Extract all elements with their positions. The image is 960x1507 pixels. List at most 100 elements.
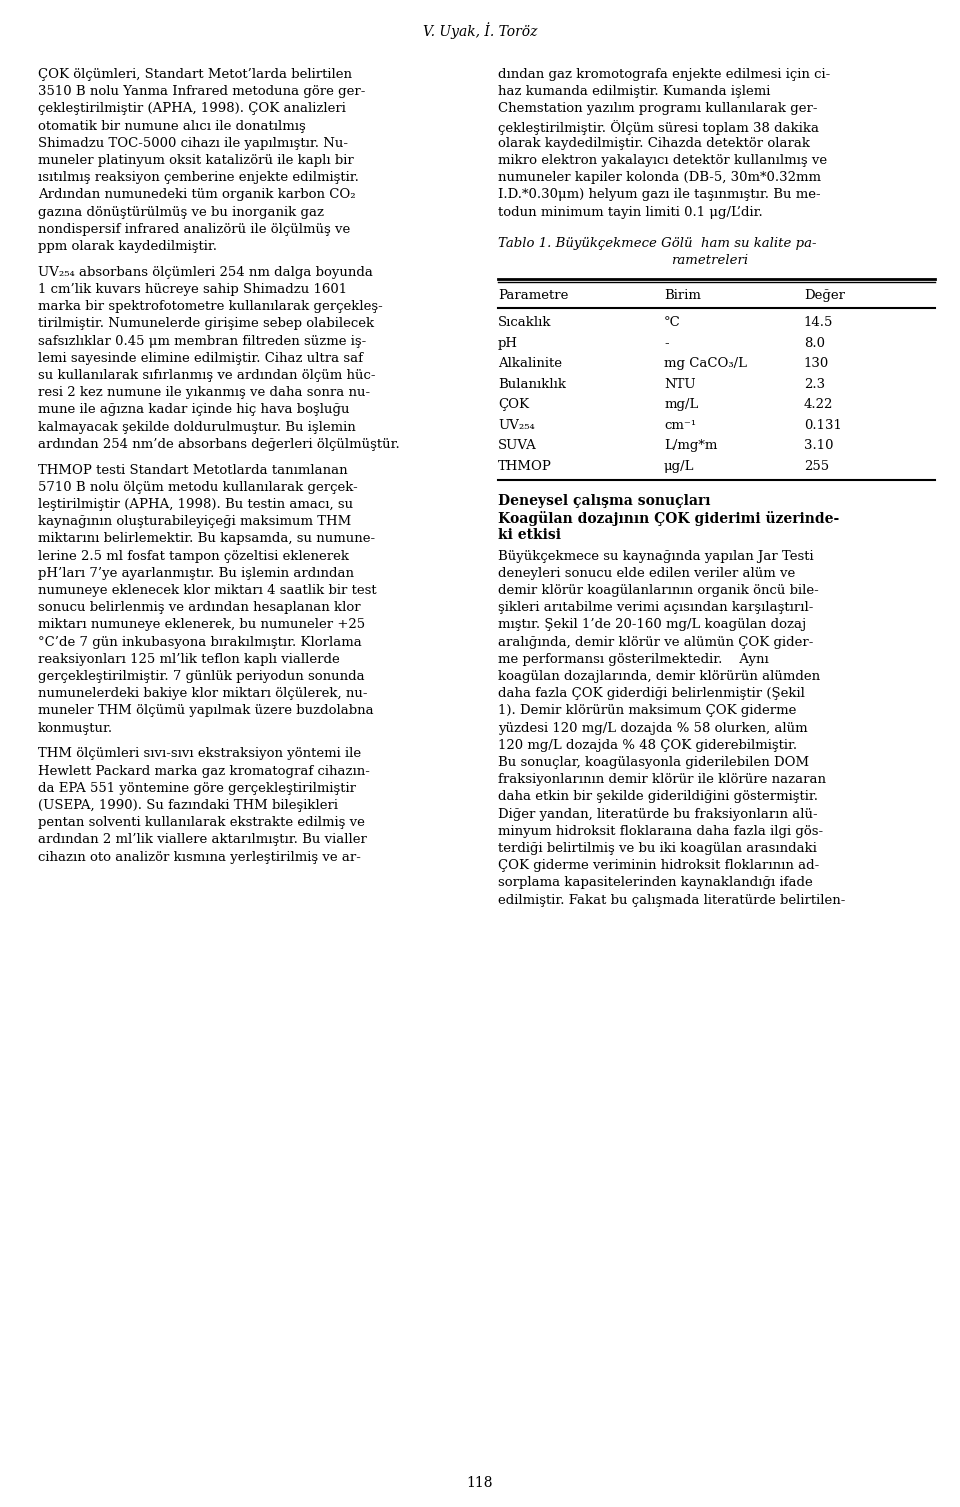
Text: olarak kaydedilmiştir. Cihazda detektör olarak: olarak kaydedilmiştir. Cihazda detektör … — [498, 137, 810, 149]
Text: çekleştirilmiştir. Ölçüm süresi toplam 38 dakika: çekleştirilmiştir. Ölçüm süresi toplam 3… — [498, 119, 819, 134]
Text: 1 cm’lik kuvars hücreye sahip Shimadzu 1601: 1 cm’lik kuvars hücreye sahip Shimadzu 1… — [38, 283, 348, 295]
Text: 5710 B nolu ölçüm metodu kullanılarak gerçek-: 5710 B nolu ölçüm metodu kullanılarak ge… — [38, 481, 358, 494]
Text: Hewlett Packard marka gaz kromatograf cihazın-: Hewlett Packard marka gaz kromatograf ci… — [38, 764, 370, 778]
Text: cm⁻¹: cm⁻¹ — [664, 419, 696, 431]
Text: 255: 255 — [804, 460, 829, 473]
Text: yüzdesi 120 mg/L dozajda % 58 olurken, alüm: yüzdesi 120 mg/L dozajda % 58 olurken, a… — [498, 722, 807, 734]
Text: Tablo 1. Büyükçekmece Gölü  ham su kalite pa-: Tablo 1. Büyükçekmece Gölü ham su kalite… — [498, 237, 817, 250]
Text: lemi sayesinde elimine edilmiştir. Cihaz ultra saf: lemi sayesinde elimine edilmiştir. Cihaz… — [38, 351, 363, 365]
Text: demir klörür koagülanlarının organik öncü bile-: demir klörür koagülanlarının organik önc… — [498, 583, 819, 597]
Text: daha fazla ÇOK giderdiği belirlenmiştir (Şekil: daha fazla ÇOK giderdiği belirlenmiştir … — [498, 687, 804, 701]
Text: pH’ları 7’ye ayarlanmıştır. Bu işlemin ardından: pH’ları 7’ye ayarlanmıştır. Bu işlemin a… — [38, 567, 354, 580]
Text: pH: pH — [498, 336, 518, 350]
Text: deneyleri sonucu elde edilen veriler alüm ve: deneyleri sonucu elde edilen veriler alü… — [498, 567, 795, 580]
Text: Diğer yandan, literatürde bu fraksiyonların alü-: Diğer yandan, literatürde bu fraksiyonla… — [498, 808, 818, 820]
Text: ÇOK: ÇOK — [498, 398, 529, 411]
Text: pentan solventi kullanılarak ekstrakte edilmiş ve: pentan solventi kullanılarak ekstrakte e… — [38, 817, 365, 829]
Text: THM ölçümleri sıvı-sıvı ekstraksiyon yöntemi ile: THM ölçümleri sıvı-sıvı ekstraksiyon yön… — [38, 747, 361, 761]
Text: muneler platinyum oksit katalizörü ile kaplı bir: muneler platinyum oksit katalizörü ile k… — [38, 154, 353, 167]
Text: Birim: Birim — [664, 289, 701, 301]
Text: Shimadzu TOC-5000 cihazı ile yapılmıştır. Nu-: Shimadzu TOC-5000 cihazı ile yapılmıştır… — [38, 137, 348, 149]
Text: 3510 B nolu Yanma Infrared metoduna göre ger-: 3510 B nolu Yanma Infrared metoduna göre… — [38, 86, 366, 98]
Text: cihazın oto analizör kısmına yerleştirilmiş ve ar-: cihazın oto analizör kısmına yerleştiril… — [38, 850, 361, 864]
Text: Deneysel çalışma sonuçları: Deneysel çalışma sonuçları — [498, 494, 710, 508]
Text: 130: 130 — [804, 357, 829, 371]
Text: edilmiştir. Fakat bu çalışmada literatürde belirtilen-: edilmiştir. Fakat bu çalışmada literatür… — [498, 894, 846, 907]
Text: ppm olarak kaydedilmiştir.: ppm olarak kaydedilmiştir. — [38, 240, 217, 253]
Text: mikro elektron yakalayıcı detektör kullanılmış ve: mikro elektron yakalayıcı detektör kulla… — [498, 154, 828, 167]
Text: fraksiyonlarının demir klörür ile klörüre nazaran: fraksiyonlarının demir klörür ile klörür… — [498, 773, 826, 787]
Text: Değer: Değer — [804, 289, 845, 301]
Text: mıştır. Şekil 1’de 20-160 mg/L koagülan dozaj: mıştır. Şekil 1’de 20-160 mg/L koagülan … — [498, 618, 806, 631]
Text: 1). Demir klörürün maksimum ÇOK giderme: 1). Demir klörürün maksimum ÇOK giderme — [498, 704, 797, 717]
Text: su kullanılarak sıfırlanmış ve ardından ölçüm hüc-: su kullanılarak sıfırlanmış ve ardından … — [38, 369, 375, 381]
Text: °C: °C — [664, 316, 681, 329]
Text: 120 mg/L dozajda % 48 ÇOK giderebilmiştir.: 120 mg/L dozajda % 48 ÇOK giderebilmişti… — [498, 738, 797, 752]
Text: otomatik bir numune alıcı ile donatılmış: otomatik bir numune alıcı ile donatılmış — [38, 119, 305, 133]
Text: 2.3: 2.3 — [804, 378, 825, 390]
Text: da EPA 551 yöntemine göre gerçekleştirilmiştir: da EPA 551 yöntemine göre gerçekleştiril… — [38, 782, 356, 794]
Text: Chemstation yazılım programı kullanılarak ger-: Chemstation yazılım programı kullanılara… — [498, 102, 818, 116]
Text: Büyükçekmece su kaynağında yapılan Jar Testi: Büyükçekmece su kaynağında yapılan Jar T… — [498, 550, 814, 562]
Text: numuneler kapiler kolonda (DB-5, 30m*0.32mm: numuneler kapiler kolonda (DB-5, 30m*0.3… — [498, 172, 821, 184]
Text: (USEPA, 1990). Su fazındaki THM bileşikleri: (USEPA, 1990). Su fazındaki THM bileşikl… — [38, 799, 338, 812]
Text: Ardından numunedeki tüm organik karbon CO₂: Ardından numunedeki tüm organik karbon C… — [38, 188, 355, 202]
Text: nondispersif infrared analizörü ile ölçülmüş ve: nondispersif infrared analizörü ile ölçü… — [38, 223, 350, 235]
Text: konmuştur.: konmuştur. — [38, 722, 113, 734]
Text: gazına dönüştürülmüş ve bu inorganik gaz: gazına dönüştürülmüş ve bu inorganik gaz — [38, 205, 324, 219]
Text: todun minimum tayin limiti 0.1 μg/L’dir.: todun minimum tayin limiti 0.1 μg/L’dir. — [498, 205, 763, 219]
Text: rametreleri: rametreleri — [671, 253, 749, 267]
Text: koagülan dozajlarında, demir klörürün alümden: koagülan dozajlarında, demir klörürün al… — [498, 671, 820, 683]
Text: numuneye eklenecek klor miktarı 4 saatlik bir test: numuneye eklenecek klor miktarı 4 saatli… — [38, 585, 376, 597]
Text: ısıtılmış reaksiyon çemberine enjekte edilmiştir.: ısıtılmış reaksiyon çemberine enjekte ed… — [38, 172, 359, 184]
Text: ardından 2 ml’lik viallere aktarılmıştır. Bu vialler: ardından 2 ml’lik viallere aktarılmıştır… — [38, 833, 367, 847]
Text: muneler THM ölçümü yapılmak üzere buzdolabna: muneler THM ölçümü yapılmak üzere buzdol… — [38, 704, 373, 717]
Text: ki etkisi: ki etkisi — [498, 529, 561, 543]
Text: I.D.*0.30μm) helyum gazı ile taşınmıştır. Bu me-: I.D.*0.30μm) helyum gazı ile taşınmıştır… — [498, 188, 821, 202]
Text: haz kumanda edilmiştir. Kumanda işlemi: haz kumanda edilmiştir. Kumanda işlemi — [498, 86, 770, 98]
Text: THMOP testi Standart Metotlarda tanımlanan: THMOP testi Standart Metotlarda tanımlan… — [38, 464, 348, 476]
Text: me performansı gösterilmektedir.    Aynı: me performansı gösterilmektedir. Aynı — [498, 653, 769, 666]
Text: THMOP: THMOP — [498, 460, 552, 473]
Text: 118: 118 — [467, 1475, 493, 1490]
Text: UV₂₅₄ absorbans ölçümleri 254 nm dalga boyunda: UV₂₅₄ absorbans ölçümleri 254 nm dalga b… — [38, 265, 372, 279]
Text: UV₂₅₄: UV₂₅₄ — [498, 419, 535, 431]
Text: şikleri arıtabilme verimi açısından karşılaştırıl-: şikleri arıtabilme verimi açısından karş… — [498, 601, 813, 615]
Text: numunelerdeki bakiye klor miktarı ölçülerek, nu-: numunelerdeki bakiye klor miktarı ölçüle… — [38, 687, 368, 701]
Text: terdiği belirtilmiş ve bu iki koagülan arasındaki: terdiği belirtilmiş ve bu iki koagülan a… — [498, 842, 817, 854]
Text: marka bir spektrofotometre kullanılarak gerçekleş-: marka bir spektrofotometre kullanılarak … — [38, 300, 383, 313]
Text: Sıcaklık: Sıcaklık — [498, 316, 551, 329]
Text: kaynağının oluşturabileyiçeği maksimum THM: kaynağının oluşturabileyiçeği maksimum T… — [38, 515, 351, 527]
Text: miktarı numuneye eklenerek, bu numuneler +25: miktarı numuneye eklenerek, bu numuneler… — [38, 618, 365, 631]
Text: 14.5: 14.5 — [804, 316, 833, 329]
Text: minyum hidroksit floklaraına daha fazla ilgi gös-: minyum hidroksit floklaraına daha fazla … — [498, 824, 823, 838]
Text: safsızlıklar 0.45 μm membran filtreden süzme iş-: safsızlıklar 0.45 μm membran filtreden s… — [38, 335, 367, 348]
Text: dından gaz kromotografa enjekte edilmesi için ci-: dından gaz kromotografa enjekte edilmesi… — [498, 68, 830, 81]
Text: μg/L: μg/L — [664, 460, 694, 473]
Text: gerçekleştirilmiştir. 7 günlük periyodun sonunda: gerçekleştirilmiştir. 7 günlük periyodun… — [38, 671, 365, 683]
Text: sonucu belirlenmiş ve ardından hesaplanan klor: sonucu belirlenmiş ve ardından hesaplana… — [38, 601, 361, 615]
Text: ÇOK ölçümleri, Standart Metot’larda belirtilen: ÇOK ölçümleri, Standart Metot’larda beli… — [38, 68, 352, 81]
Text: sorplama kapasitelerinden kaynaklandığı ifade: sorplama kapasitelerinden kaynaklandığı … — [498, 876, 813, 889]
Text: 8.0: 8.0 — [804, 336, 825, 350]
Text: resi 2 kez numune ile yıkanmış ve daha sonra nu-: resi 2 kez numune ile yıkanmış ve daha s… — [38, 386, 371, 399]
Text: 0.131: 0.131 — [804, 419, 842, 431]
Text: çekleştirilmiştir (APHA, 1998). ÇOK analizleri: çekleştirilmiştir (APHA, 1998). ÇOK anal… — [38, 102, 346, 116]
Text: Bulanıklık: Bulanıklık — [498, 378, 566, 390]
Text: Alkalinite: Alkalinite — [498, 357, 562, 371]
Text: V. Uyak, İ. Toröz: V. Uyak, İ. Toröz — [422, 23, 538, 39]
Text: reaksiyonları 125 ml’lik teflon kaplı viallerde: reaksiyonları 125 ml’lik teflon kaplı vi… — [38, 653, 340, 666]
Text: lerine 2.5 ml fosfat tampon çözeltisi eklenerek: lerine 2.5 ml fosfat tampon çözeltisi ek… — [38, 550, 349, 562]
Text: mune ile ağızna kadar içinde hiç hava boşluğu: mune ile ağızna kadar içinde hiç hava bo… — [38, 404, 349, 416]
Text: Parametre: Parametre — [498, 289, 568, 301]
Text: miktarını belirlemektir. Bu kapsamda, su numune-: miktarını belirlemektir. Bu kapsamda, su… — [38, 532, 375, 546]
Text: SUVA: SUVA — [498, 439, 537, 452]
Text: ÇOK giderme veriminin hidroksit floklarının ad-: ÇOK giderme veriminin hidroksit flokları… — [498, 859, 819, 873]
Text: ardından 254 nm’de absorbans değerleri ölçülmüştür.: ardından 254 nm’de absorbans değerleri ö… — [38, 439, 399, 451]
Text: mg/L: mg/L — [664, 398, 699, 411]
Text: tirilmiştir. Numunelerde girişime sebep olabilecek: tirilmiştir. Numunelerde girişime sebep … — [38, 318, 374, 330]
Text: kalmayacak şekilde doldurulmuştur. Bu işlemin: kalmayacak şekilde doldurulmuştur. Bu iş… — [38, 420, 356, 434]
Text: -: - — [664, 336, 669, 350]
Text: daha etkin bir şekilde giderildiğini göstermiştir.: daha etkin bir şekilde giderildiğini gös… — [498, 790, 818, 803]
Text: aralığında, demir klörür ve alümün ÇOK gider-: aralığında, demir klörür ve alümün ÇOK g… — [498, 636, 813, 648]
